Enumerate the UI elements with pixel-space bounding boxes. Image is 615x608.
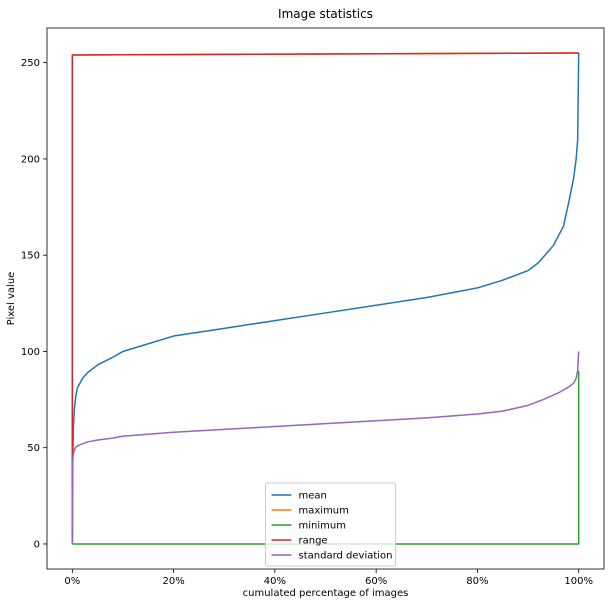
x-tick-label: 80% [466, 576, 488, 587]
legend-entry: mean [271, 491, 327, 502]
plot-frame [46, 27, 605, 570]
x-tick-label: 0% [64, 576, 80, 587]
y-tick-label: 150 [21, 251, 40, 262]
legend-entry: minimum [271, 521, 346, 532]
series-line-standard-deviation [71, 351, 580, 544]
y-tick-label: 200 [21, 154, 40, 165]
legend-label: standard deviation [299, 551, 393, 562]
legend-label: minimum [299, 521, 346, 532]
legend-box [265, 482, 396, 567]
y-tick-label: 100 [21, 347, 40, 358]
legend-entry: standard deviation [271, 551, 393, 562]
y-tick-label: 0 [34, 539, 40, 550]
series-line-range [71, 52, 579, 544]
legend-label: range [299, 536, 328, 547]
y-axis-label: Pixel value [6, 272, 17, 326]
chart-title: Image statistics [278, 7, 373, 21]
legend: mean maximum minimum range standard deviatio… [265, 482, 396, 567]
x-axis: 0% 20% 40% 60% 80% 100% [64, 569, 593, 587]
series-line-mean [71, 53, 580, 544]
y-tick-label: 50 [27, 443, 40, 454]
x-axis-label: cumulated percentage of images [243, 588, 409, 599]
legend-entry: range [271, 536, 328, 547]
x-tick-label: 20% [162, 576, 184, 587]
x-tick-label: 100% [564, 576, 593, 587]
y-axis: 0 50 100 150 200 250 [21, 58, 47, 550]
legend-label: maximum [299, 506, 349, 517]
legend-entry: maximum [271, 506, 349, 517]
legend-label: mean [299, 491, 327, 502]
x-tick-label: 60% [365, 576, 387, 587]
x-tick-label: 40% [264, 576, 286, 587]
y-tick-label: 250 [21, 58, 40, 69]
